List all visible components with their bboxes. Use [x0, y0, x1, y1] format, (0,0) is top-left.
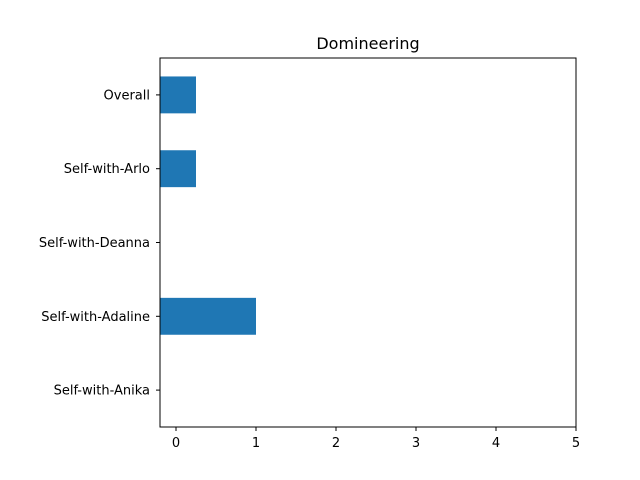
chart-title: Domineering — [316, 34, 419, 53]
y-tick-label-1: Self-with-Arlo — [64, 162, 150, 177]
y-tick-label-0: Overall — [104, 88, 150, 103]
y-tick-label-2: Self-with-Deanna — [39, 236, 150, 251]
x-tick-label-2: 2 — [332, 436, 340, 451]
x-tick-label-0: 0 — [172, 436, 180, 451]
bars-group — [160, 76, 256, 335]
x-tick-label-3: 3 — [412, 436, 420, 451]
plot-frame — [159, 57, 577, 428]
x-axis-ticks: 0 1 2 3 4 5 — [172, 427, 580, 451]
x-tick-label-5: 5 — [572, 436, 580, 451]
bar-1 — [160, 150, 196, 188]
x-tick-label-4: 4 — [492, 436, 500, 451]
bar-0 — [160, 76, 196, 114]
y-axis-ticks: Overall Self-with-Arlo Self-with-Deanna Sel… — [39, 88, 160, 399]
bar-3 — [160, 297, 256, 335]
y-tick-label-4: Self-with-Anika — [54, 384, 150, 399]
y-tick-label-3: Self-with-Adaline — [41, 310, 150, 325]
x-tick-label-1: 1 — [252, 436, 260, 451]
